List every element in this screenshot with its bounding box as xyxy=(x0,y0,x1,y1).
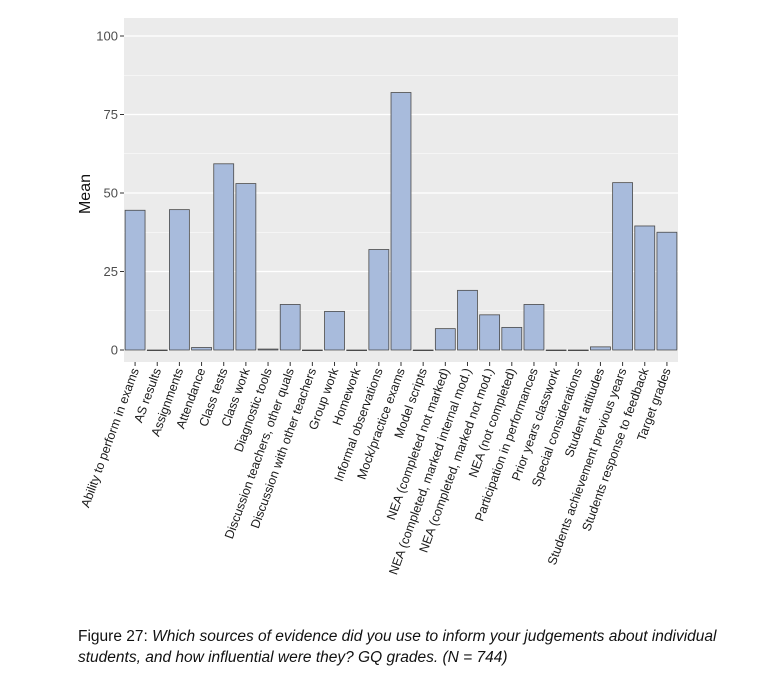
bar xyxy=(346,349,368,352)
y-tick-label: 25 xyxy=(104,264,118,279)
y-tick-label: 75 xyxy=(104,107,118,122)
bar xyxy=(523,304,545,351)
bars xyxy=(124,92,678,352)
bar xyxy=(612,182,633,351)
bar-chart: 0 25 50 75 100 Ability to perform in examsAS… xyxy=(77,18,678,577)
bar xyxy=(324,310,345,351)
bar xyxy=(390,92,412,351)
bar xyxy=(434,328,456,351)
bar xyxy=(213,163,235,351)
figure-caption: Figure 27: Which sources of evidence did… xyxy=(78,626,718,668)
bar xyxy=(412,349,434,352)
y-axis-label: Mean xyxy=(77,174,94,214)
y-axis: 0 25 50 75 100 xyxy=(96,29,124,358)
bar xyxy=(567,349,589,352)
bar xyxy=(169,209,190,351)
bar xyxy=(124,209,146,351)
bar xyxy=(191,347,212,351)
bar xyxy=(501,326,523,351)
y-tick-label: 0 xyxy=(111,343,118,358)
y-tick-label: 100 xyxy=(96,29,118,44)
bar xyxy=(235,183,257,351)
bar xyxy=(457,289,478,351)
bar xyxy=(590,346,611,351)
bar xyxy=(146,349,168,352)
y-tick-label: 50 xyxy=(104,186,118,201)
bar xyxy=(545,349,567,352)
caption-label: Figure 27: xyxy=(78,628,153,645)
bar xyxy=(634,225,656,351)
bar xyxy=(368,249,390,351)
x-tick-label: Ability to perform in exams xyxy=(78,366,142,509)
bar xyxy=(279,304,301,351)
bar xyxy=(257,348,279,351)
bar xyxy=(479,314,501,351)
caption-text: Which sources of evidence did you use to… xyxy=(78,628,717,666)
bar xyxy=(301,349,323,352)
bar xyxy=(656,231,678,351)
